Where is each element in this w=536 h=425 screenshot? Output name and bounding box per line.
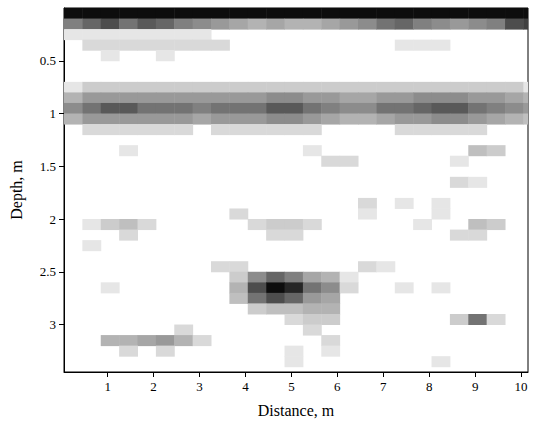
svg-text:3: 3 (196, 379, 203, 394)
svg-text:1.5: 1.5 (40, 159, 56, 174)
svg-text:5: 5 (288, 379, 295, 394)
svg-text:1: 1 (104, 379, 111, 394)
svg-text:2.5: 2.5 (40, 264, 56, 279)
svg-text:3: 3 (50, 317, 57, 332)
svg-text:Depth, m: Depth, m (8, 160, 26, 220)
svg-text:6: 6 (334, 379, 341, 394)
svg-text:2: 2 (50, 212, 57, 227)
svg-text:1: 1 (50, 106, 57, 121)
svg-text:7: 7 (380, 379, 387, 394)
svg-text:4: 4 (242, 379, 249, 394)
svg-text:8: 8 (426, 379, 433, 394)
svg-text:0.5: 0.5 (40, 53, 56, 68)
svg-text:2: 2 (150, 379, 157, 394)
svg-text:Distance, m: Distance, m (258, 402, 335, 419)
svg-text:9: 9 (472, 379, 479, 394)
svg-text:10: 10 (515, 379, 528, 394)
